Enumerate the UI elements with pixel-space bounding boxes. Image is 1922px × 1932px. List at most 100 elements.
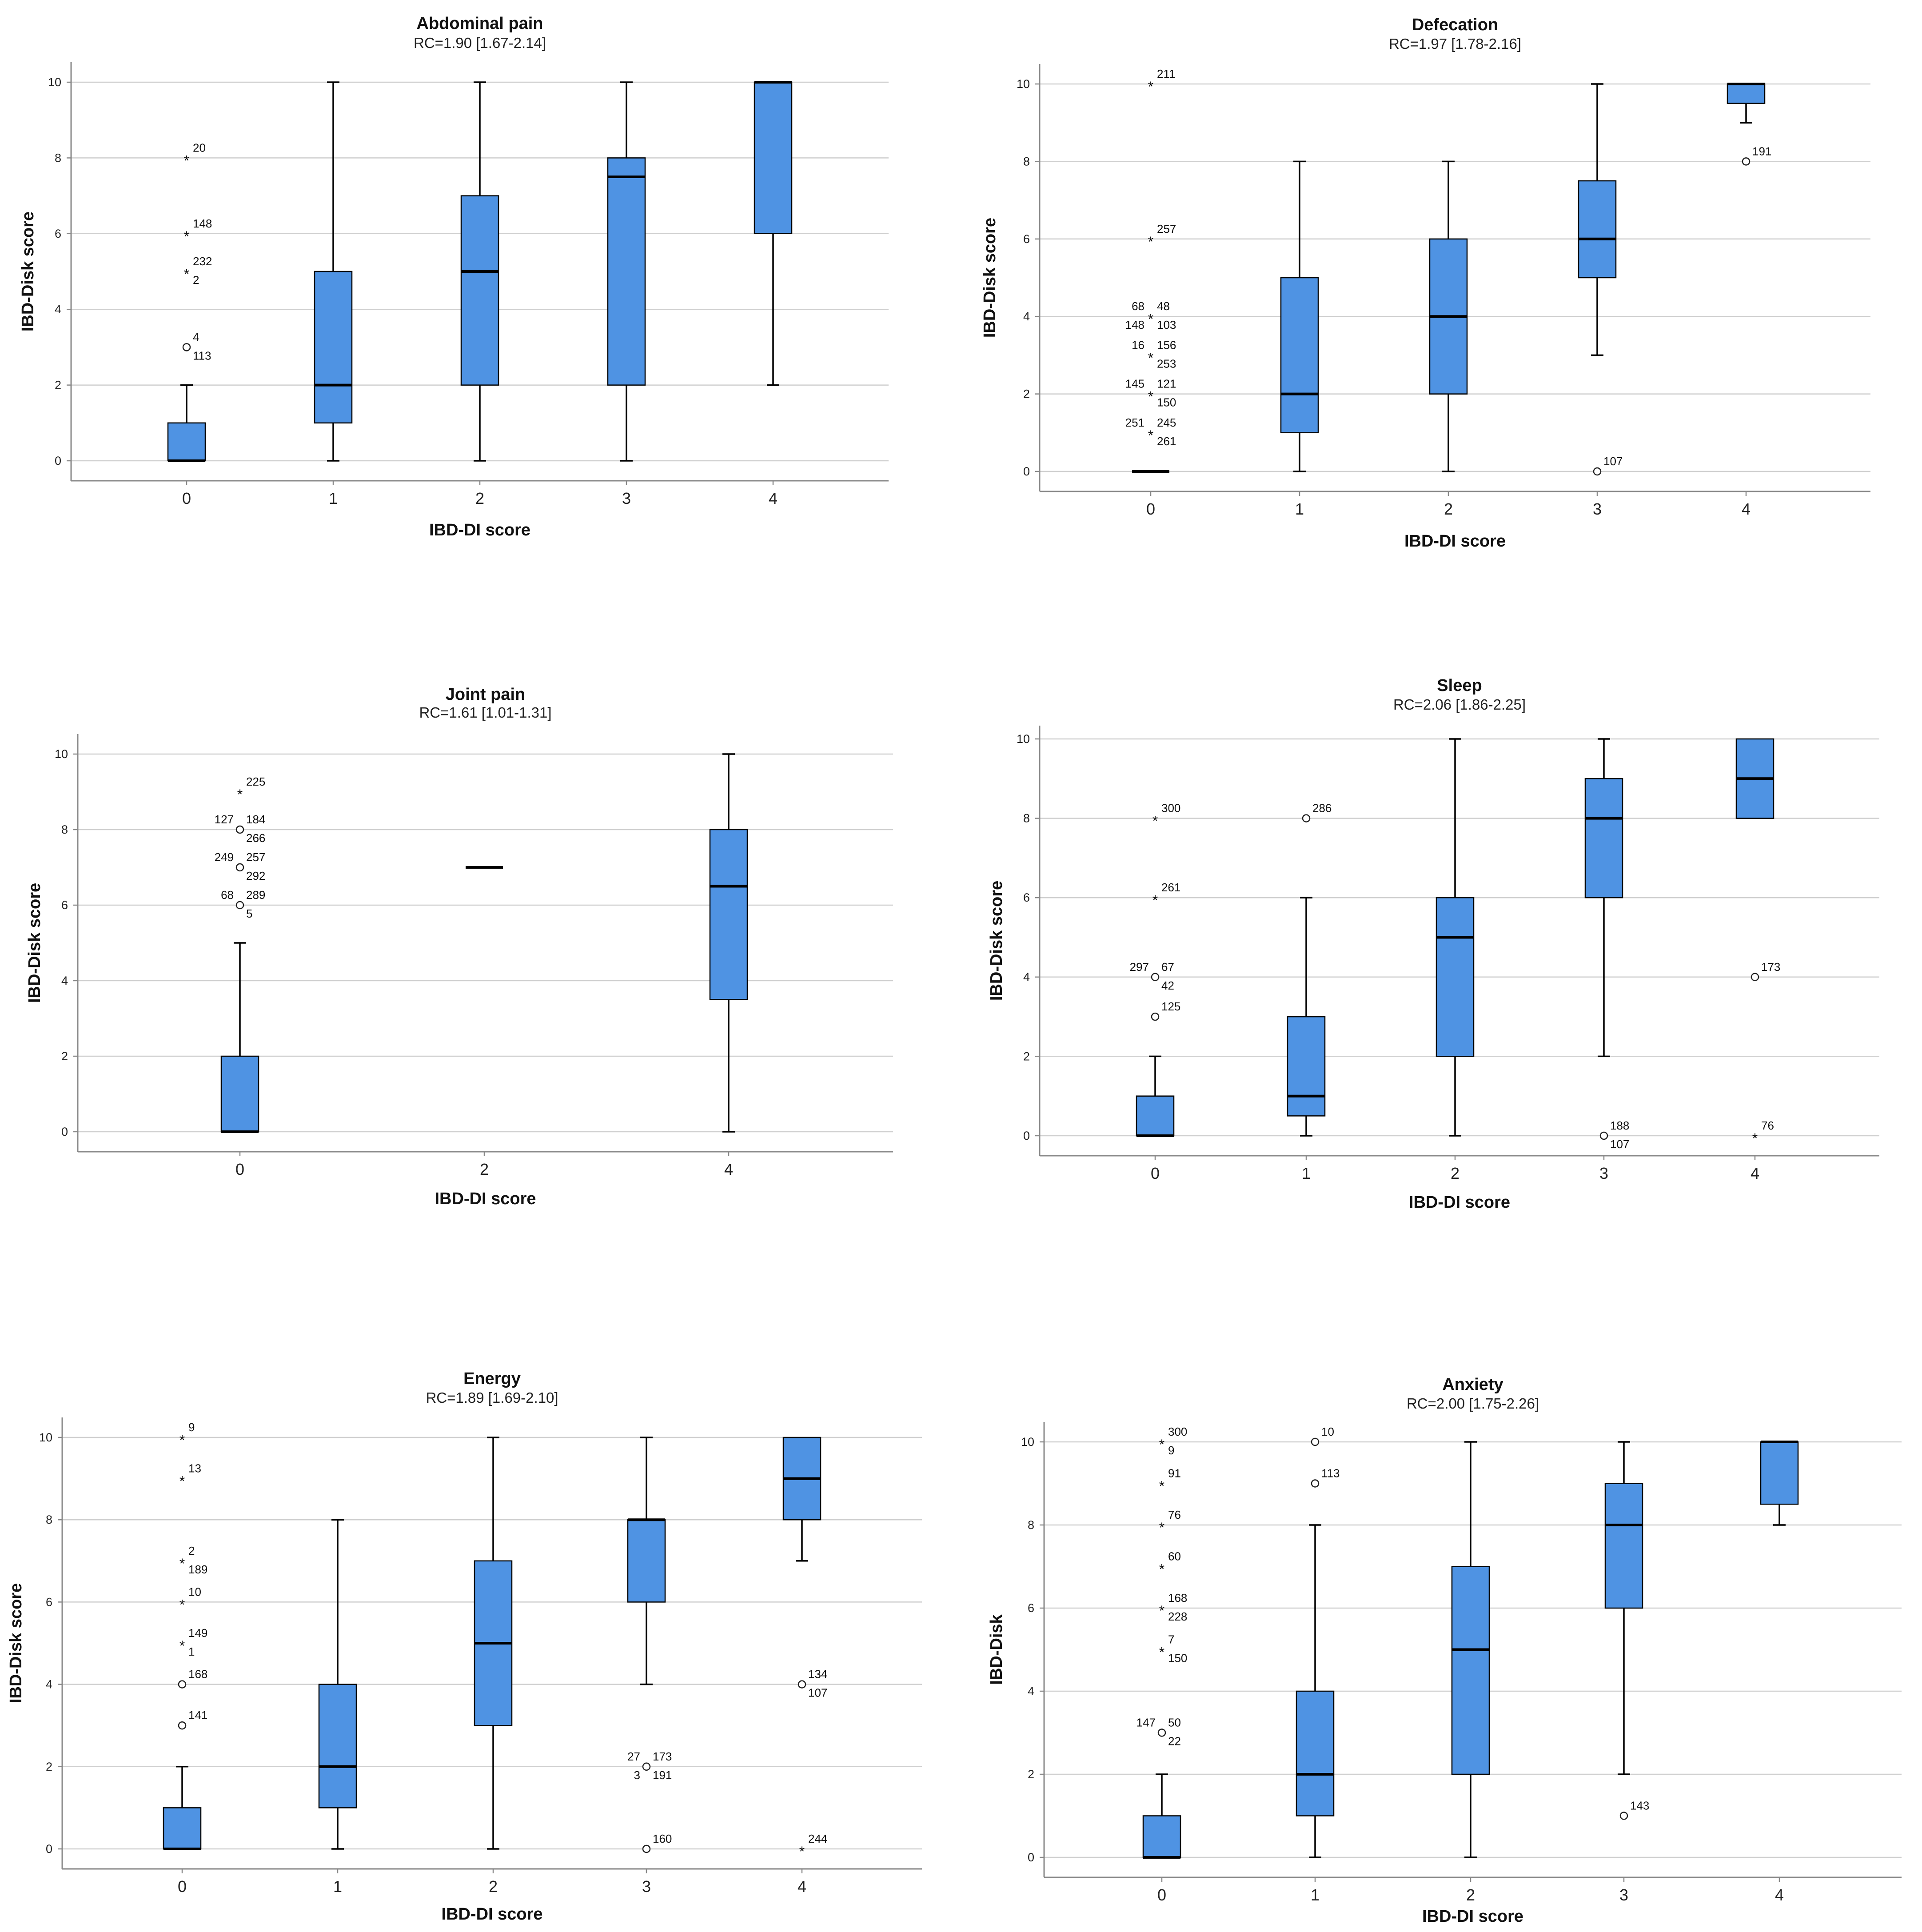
outlier-case-label: 76 [1761,1119,1774,1132]
outlier-case-label: 261 [1157,435,1176,448]
extreme-star: * [1159,1478,1164,1494]
y-tick-label: 0 [46,1842,52,1856]
iqr-box [1578,180,1617,279]
extreme-star: * [184,266,189,282]
outlier-case-label: 266 [246,831,265,845]
outlier-circle [178,1680,187,1689]
iqr-box [163,1807,202,1850]
chart-subtitle: RC=1.97 [1.78-2.16] [1389,36,1521,52]
chart-subtitle: RC=1.61 [1.01-1.31] [419,704,551,721]
box-category-4 [709,753,748,1133]
outlier-case-label: 10 [1321,1425,1334,1438]
extreme-star: * [1159,1603,1164,1619]
x-axis-label: IBD-DI score [1404,532,1506,551]
iqr-box [1760,1441,1799,1505]
box-category-4 [1760,1441,1799,1526]
chart-title: Energy [463,1369,521,1388]
x-tick-label: 2 [1444,500,1453,518]
y-tick-label: 10 [55,747,68,761]
x-tick-label: 4 [1775,1886,1784,1904]
extreme-star: * [179,1473,185,1489]
outlier-case-label: 143 [1630,1799,1649,1812]
x-tick-label: 0 [1151,1164,1160,1182]
y-tick-label: 10 [1017,732,1030,746]
extreme-star: * [1152,813,1158,829]
outlier-point: 286 [1302,802,1332,822]
x-tick-label: 4 [724,1160,733,1178]
x-tick-label: 0 [1157,1886,1166,1904]
extreme-star: * [179,1432,185,1448]
extreme-star: * [1148,79,1153,95]
extreme-star: * [1159,1437,1164,1453]
extreme-star: * [799,1844,805,1860]
outlier-circle [798,1680,806,1689]
iqr-box [1296,1690,1335,1816]
iqr-box [1287,1016,1326,1117]
outlier-point: *225 [237,775,266,802]
outlier-point: 257 292 249 [215,850,266,882]
iqr-box [754,81,793,235]
outlier-case-label: 148 [1125,318,1144,331]
outlier-case-label: 48 [1157,299,1170,313]
x-axis-label: IBD-DI score [429,521,530,539]
chart-title: Sleep [1437,676,1482,695]
outlier-point: * 91 [1159,1467,1181,1494]
iqr-box [314,271,353,424]
box-category-1 [1280,160,1319,472]
outlier-point: * 20 [184,141,206,168]
extreme-star: * [1148,389,1153,405]
iqr-box [1280,277,1319,434]
outlier-point: * 257 [1148,222,1176,250]
outlier-case-label: 257 [1157,222,1176,236]
outlier-case-label: 4 [193,330,199,343]
chart-subtitle: RC=1.90 [1.67-2.14] [414,35,546,51]
box-category-1 [314,81,353,462]
y-tick-label: 2 [1023,1050,1030,1063]
box-category-4: 173 *76 [1735,738,1780,1146]
y-tick-label: 6 [55,227,61,240]
outlier-case-label: 191 [653,1768,672,1782]
outlier-point: 160 [642,1832,672,1853]
outlier-circle [1619,1812,1628,1820]
iqr-box [220,1055,259,1133]
box-category-0: * 211 * 257 * 48 103 68 148 * 156 253 16 * 121 150 145 * 2… [1125,67,1176,473]
outlier-circle [1311,1437,1320,1446]
outlier-circle [1751,973,1759,982]
iqr-box [318,1684,357,1808]
y-tick-label: 0 [61,1125,68,1138]
outlier-case-label: 113 [1321,1467,1340,1480]
outlier-case-label: 60 [1168,1550,1181,1563]
x-tick-label: 1 [1311,1886,1320,1904]
outlier-circle [1151,973,1160,982]
box-category-1: 10 113 [1296,1425,1340,1858]
x-tick-label: 2 [1466,1886,1475,1904]
y-tick-label: 8 [1023,812,1030,825]
outlier-case-label: 191 [1752,144,1771,158]
box-category-3 [607,81,646,462]
outlier-point: 168 [178,1668,207,1689]
outlier-case-label: 189 [188,1563,207,1576]
iqr-box [627,1519,666,1603]
y-tick-label: 4 [1028,1685,1034,1698]
outlier-case-label: 173 [653,1750,672,1763]
box-category-2 [460,81,499,462]
x-tick-label: 0 [182,489,191,507]
outlier-case-label: 300 [1168,1425,1187,1438]
box-category-0: *225 184 266 127 257 292 249 289 5 68 [215,775,266,1133]
outlier-case-label: 121 [1157,377,1176,391]
extreme-star: * [1159,1561,1164,1577]
outlier-point: *10 [179,1585,201,1613]
chart-title: Defecation [1412,16,1498,34]
outlier-case-label: 113 [193,349,211,362]
y-tick-label: 10 [1021,1435,1034,1449]
y-axis-label: IBD-Disk score [19,212,37,331]
y-axis-label: IBD-Disk score [987,881,1006,1001]
outlier-case-label: 67 [1161,960,1174,974]
outlier-circle [642,1762,651,1771]
extreme-star: * [1159,1520,1164,1536]
